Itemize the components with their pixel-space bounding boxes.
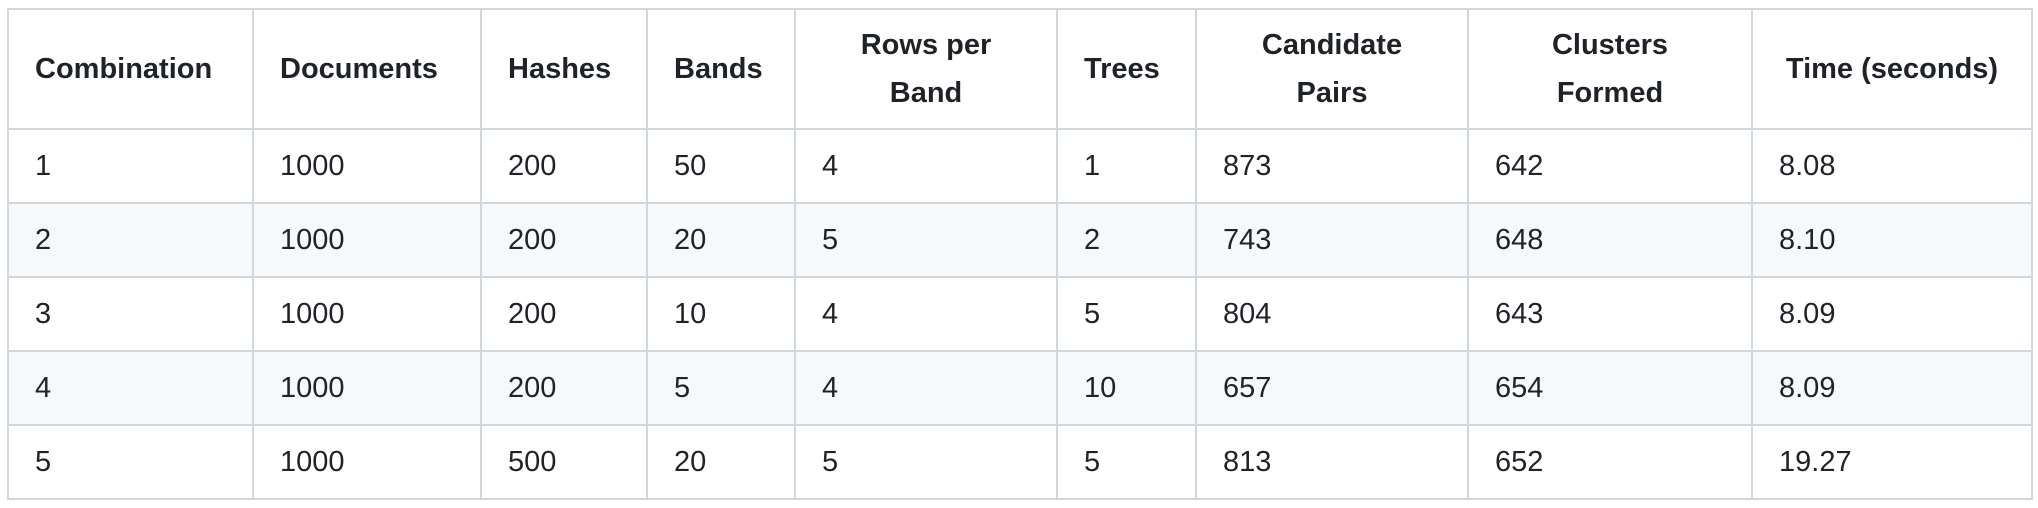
results-table-container: Combination Documents Hashes Bands Rows … [7, 8, 2033, 500]
header-hashes: Hashes [480, 8, 648, 130]
table-row: 4 1000 200 5 4 10 657 654 8.09 [7, 350, 2033, 426]
cell-candidate-pairs: 804 [1195, 276, 1469, 352]
cell-candidate-pairs: 743 [1195, 202, 1469, 278]
cell-rows-per-band: 4 [794, 128, 1058, 204]
cell-combination: 2 [7, 202, 254, 278]
cell-documents: 1000 [252, 202, 482, 278]
cell-documents: 1000 [252, 128, 482, 204]
cell-candidate-pairs: 813 [1195, 424, 1469, 500]
cell-bands: 20 [646, 424, 796, 500]
cell-trees: 10 [1056, 350, 1197, 426]
header-rows-per-band: Rows per Band [794, 8, 1058, 130]
cell-trees: 2 [1056, 202, 1197, 278]
cell-rows-per-band: 4 [794, 350, 1058, 426]
cell-hashes: 200 [480, 128, 648, 204]
table-row: 2 1000 200 20 5 2 743 648 8.10 [7, 202, 2033, 278]
cell-clusters-formed: 642 [1467, 128, 1753, 204]
cell-rows-per-band: 5 [794, 424, 1058, 500]
cell-clusters-formed: 654 [1467, 350, 1753, 426]
cell-time-seconds: 19.27 [1751, 424, 2033, 500]
header-time-seconds: Time (seconds) [1751, 8, 2033, 130]
cell-bands: 20 [646, 202, 796, 278]
cell-time-seconds: 8.09 [1751, 350, 2033, 426]
cell-trees: 5 [1056, 424, 1197, 500]
header-documents: Documents [252, 8, 482, 130]
cell-clusters-formed: 652 [1467, 424, 1753, 500]
cell-time-seconds: 8.10 [1751, 202, 2033, 278]
cell-rows-per-band: 4 [794, 276, 1058, 352]
header-combination: Combination [7, 8, 254, 130]
cell-combination: 5 [7, 424, 254, 500]
cell-hashes: 200 [480, 202, 648, 278]
cell-bands: 10 [646, 276, 796, 352]
cell-hashes: 200 [480, 276, 648, 352]
table-row: 1 1000 200 50 4 1 873 642 8.08 [7, 128, 2033, 204]
cell-hashes: 200 [480, 350, 648, 426]
cell-clusters-formed: 648 [1467, 202, 1753, 278]
cell-documents: 1000 [252, 350, 482, 426]
table-header-row: Combination Documents Hashes Bands Rows … [7, 8, 2033, 130]
cell-documents: 1000 [252, 276, 482, 352]
cell-rows-per-band: 5 [794, 202, 1058, 278]
table-row: 3 1000 200 10 4 5 804 643 8.09 [7, 276, 2033, 352]
cell-combination: 1 [7, 128, 254, 204]
cell-candidate-pairs: 657 [1195, 350, 1469, 426]
results-table: Combination Documents Hashes Bands Rows … [7, 8, 2033, 500]
cell-candidate-pairs: 873 [1195, 128, 1469, 204]
cell-trees: 5 [1056, 276, 1197, 352]
header-bands: Bands [646, 8, 796, 130]
header-candidate-pairs: Candidate Pairs [1195, 8, 1469, 130]
table-row: 5 1000 500 20 5 5 813 652 19.27 [7, 424, 2033, 500]
header-clusters-formed: Clusters Formed [1467, 8, 1753, 130]
cell-bands: 50 [646, 128, 796, 204]
header-trees: Trees [1056, 8, 1197, 130]
cell-combination: 3 [7, 276, 254, 352]
cell-documents: 1000 [252, 424, 482, 500]
cell-time-seconds: 8.09 [1751, 276, 2033, 352]
cell-time-seconds: 8.08 [1751, 128, 2033, 204]
cell-hashes: 500 [480, 424, 648, 500]
cell-combination: 4 [7, 350, 254, 426]
cell-bands: 5 [646, 350, 796, 426]
cell-trees: 1 [1056, 128, 1197, 204]
cell-clusters-formed: 643 [1467, 276, 1753, 352]
